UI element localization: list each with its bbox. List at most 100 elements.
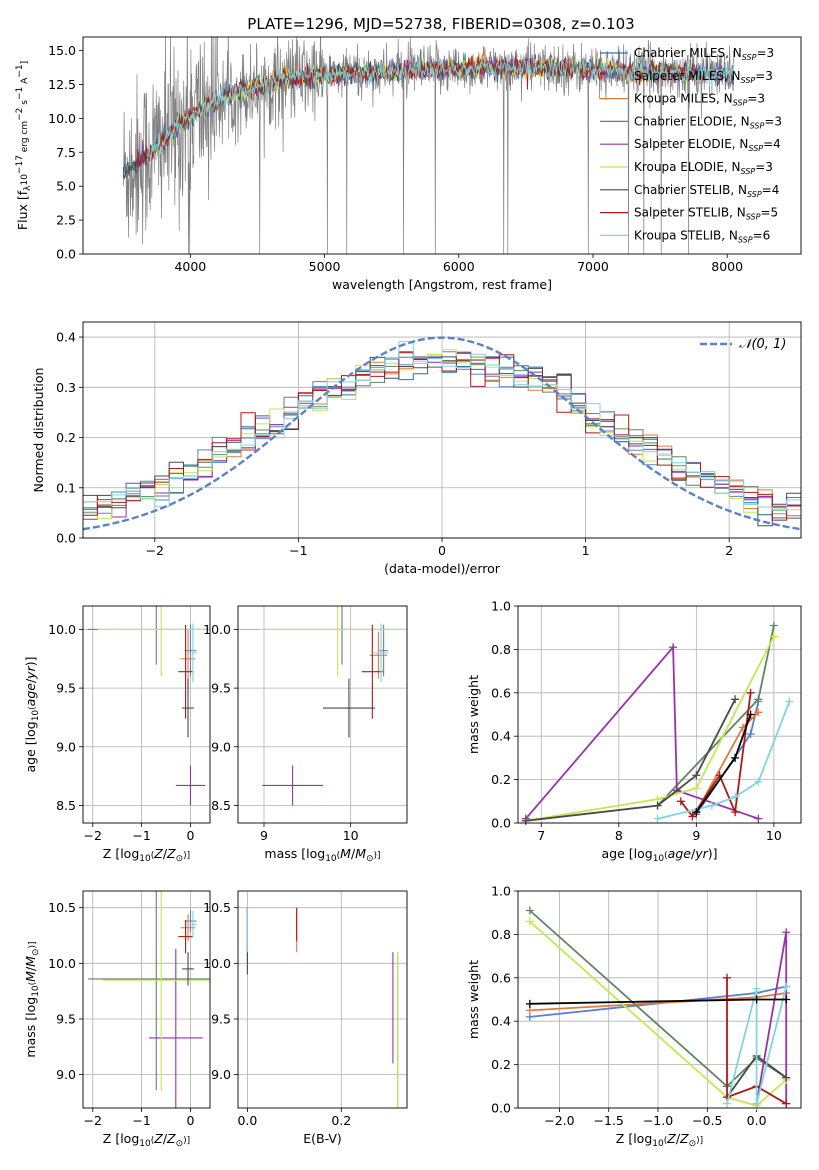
residual-histogram-ylabel: Normed distribution [31, 368, 46, 493]
spectrum-xtick-label: 8000 [711, 259, 743, 274]
residual-histogram-ytick-label: 0.2 [56, 430, 76, 445]
mass-vs-EBV-ytick-label: 9.0 [211, 1067, 231, 1082]
age-vs-mass-points [259, 606, 407, 806]
mass-weight-vs-age-ytick-label: 0.8 [491, 642, 511, 657]
residual-histogram-axes: −2 −1 0 1 2 0.0 0.1 0.2 0.3 0.4 [56, 322, 801, 558]
mass-weight-vs-age-ytick-label: 0.4 [491, 729, 511, 744]
spectrum-data-line [122, 37, 734, 254]
spectrum-legend-label-2: Salpeter MILES, NSSP=3 [634, 69, 773, 85]
age-vs-mass-ytick-label: 10.0 [203, 622, 231, 637]
mass-weight-vs-age-xtick-label: 7 [537, 828, 545, 843]
mass-weight-vs-age-marker [746, 710, 755, 719]
mass-weight-vs-age-frame [517, 605, 802, 824]
spectrum-xtick-label: 5000 [309, 259, 341, 274]
mass-weight-vs-age-ytick-label: 1.0 [491, 599, 511, 614]
spectrum-legend-label-3: Kroupa MILES, NSSP=3 [634, 92, 765, 108]
residual-histogram-xtick-label: 2 [725, 543, 733, 558]
age-vs-mass-xtick-label: 9 [260, 828, 268, 843]
mass-weight-vs-Z-xtick-label: −1.0 [643, 1113, 673, 1128]
age-vs-Z-xtick-label: −1 [132, 828, 150, 843]
mass-weight-vs-age-marker [692, 771, 701, 780]
mass-weight-vs-Z-marker [782, 982, 791, 991]
mass-weight-vs-Z-axes: −2.0 −1.5 −1.0 −0.5 0.0 0.0 0.2 0.4 0.6 0.8 1.0 [491, 884, 801, 1128]
residual-histogram-ytick-label: 0.1 [56, 480, 76, 495]
age-vs-Z-frame [82, 605, 211, 824]
mass-weight-vs-age-marker [692, 808, 701, 817]
mass-weight-vs-Z-ytick-label: 0.0 [491, 1101, 511, 1116]
mass-weight-vs-Z-line-5 [529, 920, 787, 1107]
mass-weight-vs-age-ylabel: mass weight [466, 675, 481, 754]
residual-histogram-xtick-label: −1 [289, 543, 307, 558]
mass-weight-vs-Z-marker [525, 917, 534, 926]
mass-weight-vs-Z-series [525, 906, 791, 1110]
mass-weight-vs-Z-marker [782, 928, 791, 937]
mass-weight-vs-age-marker [731, 792, 740, 801]
mass-weight-vs-Z-marker [782, 1073, 791, 1082]
mass-weight-vs-age-marker [769, 632, 778, 641]
mass-weight-vs-Z-line-7 [726, 977, 787, 1105]
spectrum-ytick-label: 5.0 [56, 179, 76, 194]
mass-weight-vs-age-line-4 [525, 644, 759, 820]
mass-weight-vs-age-marker [731, 695, 740, 704]
age-vs-mass-ytick-label: 8.5 [211, 798, 231, 813]
mass-weight-vs-Z-marker [782, 1099, 791, 1108]
mass-vs-EBV-ytick-label: 9.5 [211, 1011, 231, 1026]
mass-weight-vs-Z-marker [525, 999, 534, 1008]
gaussian-curve [83, 336, 801, 531]
mass-vs-EBV-ytick-label: 10.0 [203, 956, 231, 971]
mass-vs-Z-ytick-label: 9.5 [56, 1011, 76, 1026]
mass-vs-EBV-axes: 0.0 0.2 9.0 9.5 10.0 10.5 [203, 891, 407, 1128]
spectrum-ylabel: Flux [fλ10−17 erg cm−2 s−1 A−1] [15, 61, 33, 230]
spectrum-legend-label-5: Salpeter ELODIE, NSSP=4 [634, 137, 781, 153]
spectrum-ytick-label: 10.0 [48, 111, 76, 126]
mass-weight-vs-Z-xtick-label: −1.5 [594, 1113, 624, 1128]
mass-weight-vs-age-marker [653, 814, 662, 823]
age-vs-Z-ytick-label: 8.5 [56, 798, 76, 813]
spectrum-legend-label-8: Salpeter STELIB, NSSP=5 [634, 206, 778, 222]
mass-vs-EBV-frame [237, 890, 408, 1109]
mass-weight-vs-age-marker [669, 643, 678, 652]
spectrum-ytick-label: 0.0 [56, 247, 76, 262]
mass-vs-Z-xtick-label: 0 [186, 1113, 194, 1128]
mass-weight-vs-Z-marker [752, 984, 761, 993]
gaussian-legend-label: 𝒩(0, 1) [739, 337, 786, 352]
spectrum-xtick-label: 7000 [577, 259, 609, 274]
mass-vs-Z-axes: −2 −1 0 9.0 9.5 10.0 10.5 [48, 891, 210, 1128]
mass-weight-vs-Z-marker [525, 906, 534, 915]
mass-weight-vs-age-marker [731, 753, 740, 762]
mass-weight-vs-age-marker [769, 621, 778, 630]
mass-weight-vs-Z-marker [752, 1099, 761, 1108]
spectrum-legend-label-1: Chabrier MILES, NSSP=3 [634, 46, 774, 62]
mass-weight-vs-age-marker [688, 812, 697, 821]
age-vs-Z-ylabel: age [log10(age/yr)] [23, 657, 41, 773]
spectrum-lines [122, 37, 734, 254]
mass-weight-vs-age-ytick-label: 0.0 [491, 816, 511, 831]
mass-weight-vs-Z-ytick-label: 0.4 [491, 1014, 511, 1029]
mass-vs-Z-ylabel: mass [log10(M/M⊙)] [23, 941, 41, 1057]
spectrum-legend-label-7: Chabrier STELIB, NSSP=4 [634, 183, 779, 199]
mass-weight-vs-age-xtick-label: 8 [615, 828, 623, 843]
mass-weight-vs-Z-ytick-label: 0.8 [491, 927, 511, 942]
mass-weight-vs-Z-xtick-label: −0.5 [692, 1113, 722, 1128]
mass-weight-vs-age-series [521, 621, 794, 825]
age-vs-mass-xlabel: mass [log10(M/M⊙)] [264, 846, 380, 864]
mass-weight-vs-Z-frame [517, 890, 802, 1109]
mass-weight-vs-Z-ylabel: mass weight [466, 960, 481, 1039]
mass-vs-Z-points [87, 891, 210, 1108]
spectrum-axes: 4000 5000 6000 7000 8000 0.0 2.5 5.0 7.5 10.0 12.5… [48, 43, 743, 274]
mass-vs-EBV-xtick-label: 0.0 [237, 1113, 257, 1128]
mass-weight-vs-Z-ytick-label: 0.2 [491, 1057, 511, 1072]
mass-weight-vs-age-marker [746, 688, 755, 697]
spectrum-legend-label-9: Kroupa STELIB, NSSP=6 [634, 228, 770, 244]
mass-vs-Z-ytick-label: 9.0 [56, 1067, 76, 1082]
mass-weight-vs-age-line-7 [680, 692, 752, 819]
mass-weight-vs-Z-xtick-label: 0.0 [747, 1113, 767, 1128]
mass-vs-Z-ytick-label: 10.5 [48, 900, 76, 915]
age-vs-Z-ytick-label: 10.0 [48, 622, 76, 637]
mass-weight-vs-Z-marker [723, 1099, 732, 1108]
age-vs-Z-xlabel: Z [log10(Z/Z⊙)] [103, 846, 190, 864]
age-vs-mass-ytick-label: 9.5 [211, 681, 231, 696]
mass-weight-vs-age-marker [754, 814, 763, 823]
age-vs-Z-xtick-label: −2 [84, 828, 102, 843]
